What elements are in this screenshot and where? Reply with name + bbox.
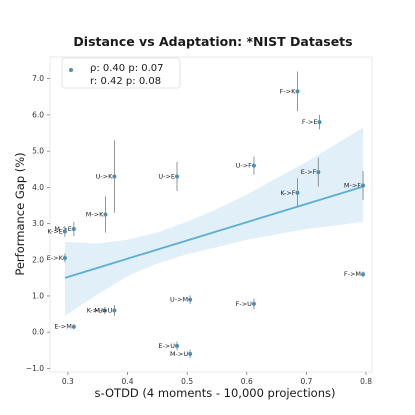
- legend: ρ: 0.40 p: 0.07 r: 0.42 p: 0.08: [61, 57, 181, 89]
- data-point: [251, 301, 256, 306]
- point-label: M->U: [170, 350, 188, 358]
- data-point: [102, 308, 107, 313]
- point-label: E->F: [301, 168, 317, 176]
- point-label: K->F: [280, 189, 295, 197]
- y-tick-label: 2.0: [32, 255, 44, 264]
- y-tick-label: 4.0: [32, 183, 44, 192]
- data-point: [251, 163, 256, 168]
- legend-marker: [69, 68, 73, 72]
- data-point: [71, 226, 76, 231]
- x-tick-label: 0.8: [360, 377, 372, 386]
- data-point: [103, 212, 108, 217]
- x-tick-label: 0.7: [300, 377, 312, 386]
- point-label: U->E: [158, 172, 175, 180]
- x-tick-label: 0.6: [241, 377, 253, 386]
- y-tick-label: 0.0: [32, 328, 44, 337]
- y-tick-label: 7.0: [32, 74, 44, 83]
- point-label: E->M: [54, 323, 72, 331]
- data-point: [62, 255, 67, 260]
- data-point: [316, 170, 321, 175]
- data-point: [188, 351, 193, 356]
- data-point: [175, 174, 180, 179]
- point-label: K->U: [87, 306, 103, 314]
- point-label: K->E: [47, 228, 62, 236]
- data-point: [317, 120, 322, 125]
- point-label: M->U: [94, 306, 112, 314]
- point-label: M->F: [344, 182, 361, 190]
- data-point: [71, 324, 76, 329]
- point-label: U->K: [96, 172, 114, 180]
- regression-line: [64, 185, 364, 279]
- x-tick-label: 0.3: [62, 377, 74, 386]
- data-point: [112, 174, 117, 179]
- data-point: [361, 183, 366, 188]
- plot-frame: [49, 56, 373, 373]
- plot-area: 0.3 0.4 0.5 0.6 0.7 0.8 −1.0 0.0 1.0 2.0 3.0 4.0 5.0…: [26, 56, 373, 386]
- y-tick-label: 3.0: [32, 219, 44, 228]
- chart-title: Distance vs Adaptation: *NIST Datasets: [73, 34, 352, 49]
- y-axis-label: Performance Gap (%): [13, 152, 27, 275]
- point-label: F->U: [236, 300, 253, 308]
- point-label: E->U: [158, 342, 175, 350]
- point-label: M->E: [54, 225, 72, 233]
- confidence-band: [64, 127, 364, 316]
- data-point: [175, 343, 180, 348]
- data-point: [361, 272, 366, 277]
- data-point: [188, 297, 193, 302]
- y-tick-label: 6.0: [32, 110, 44, 119]
- point-label: U->M: [170, 296, 188, 304]
- legend-line-2: r: 0.42 p: 0.08: [90, 76, 161, 87]
- x-tick-label: 0.5: [181, 377, 193, 386]
- y-tick-label: −1.0: [26, 364, 44, 373]
- data-point: [62, 229, 67, 234]
- y-tick-label: 5.0: [32, 147, 44, 156]
- data-point: [295, 190, 300, 195]
- point-label: F->E: [302, 118, 318, 126]
- point-label: F->K: [280, 87, 297, 95]
- point-label: E->K: [47, 254, 64, 262]
- x-axis-label: s-OTDD (4 moments - 10,000 projections): [95, 386, 336, 400]
- legend-line-1: ρ: 0.40 p: 0.07: [90, 63, 164, 74]
- point-label: M->K: [86, 211, 104, 219]
- point-label: U->F: [236, 162, 253, 170]
- legend-box: [61, 57, 181, 89]
- data-point: [295, 89, 300, 94]
- data-point: [112, 308, 117, 313]
- y-tick-label: 1.0: [32, 291, 44, 300]
- point-label: F->M: [344, 270, 361, 278]
- x-tick-label: 0.4: [122, 377, 134, 386]
